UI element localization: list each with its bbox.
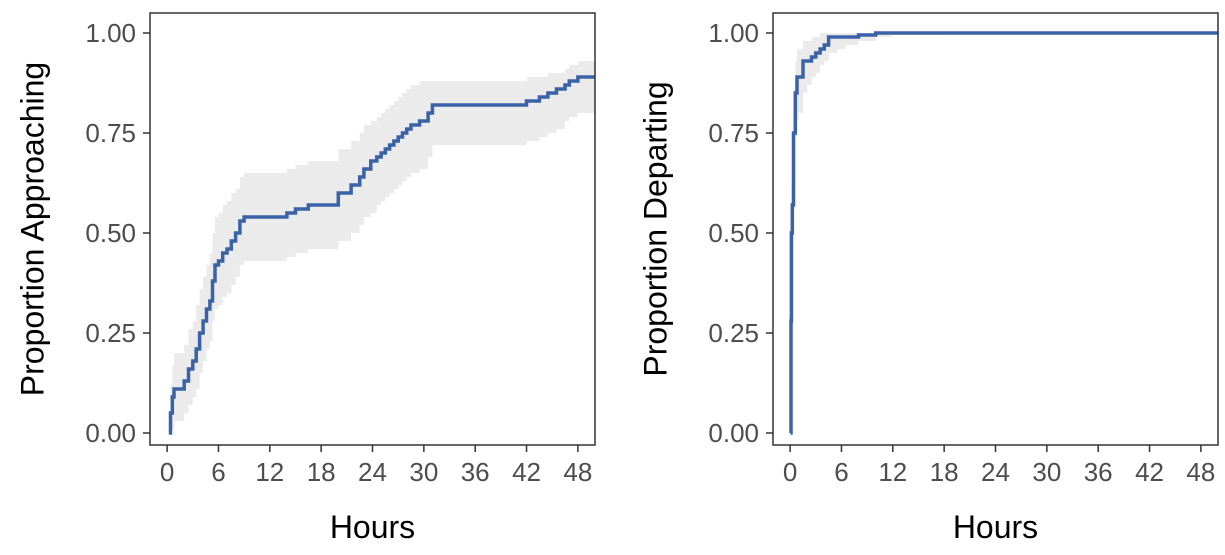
- series-line: [168, 75, 595, 435]
- confidence-band-area: [168, 61, 596, 433]
- x-tick-label: 6: [211, 457, 225, 487]
- x-tick-label: 12: [878, 457, 907, 487]
- y-tick-label: 0.75: [708, 118, 759, 148]
- y-tick-label: 0.00: [708, 418, 759, 448]
- x-tick-label: 30: [409, 457, 438, 487]
- x-tick-label: 0: [783, 457, 797, 487]
- series-line: [789, 31, 1218, 435]
- x-tick-label: 36: [461, 457, 490, 487]
- chart-panel-approaching: 0 6 12 18 24 30 36 42 48 0.00 0.25 0.50 0.75 1.00 Ho…: [14, 12, 596, 545]
- y-tick-label: 0.50: [708, 218, 759, 248]
- y-tick-label: 0.75: [85, 118, 136, 148]
- y-tick-label: 0.50: [85, 218, 136, 248]
- x-tick-label: 36: [1084, 457, 1113, 487]
- x-axis-ticks: 0 6 12 18 24 30 36 42 48: [783, 445, 1215, 487]
- x-tick-label: 30: [1032, 457, 1061, 487]
- y-tick-label: 0.00: [85, 418, 136, 448]
- x-tick-label: 42: [512, 457, 541, 487]
- x-tick-label: 18: [930, 457, 959, 487]
- y-tick-label: 0.25: [85, 318, 136, 348]
- y-tick-label: 0.25: [708, 318, 759, 348]
- x-tick-label: 0: [160, 457, 174, 487]
- y-axis-ticks: 0.00 0.25 0.50 0.75 1.00: [708, 18, 773, 448]
- x-tick-label: 48: [563, 457, 592, 487]
- x-tick-label: 18: [307, 457, 336, 487]
- x-tick-label: 24: [358, 457, 387, 487]
- y-tick-label: 1.00: [708, 18, 759, 48]
- y-axis-ticks: 0.00 0.25 0.50 0.75 1.00: [85, 18, 150, 448]
- x-axis-ticks: 0 6 12 18 24 30 36 42 48: [160, 445, 592, 487]
- chart-panel-departing: 0 6 12 18 24 30 36 42 48 0.00 0.25 0.50 0.75 1.00 Ho…: [637, 12, 1219, 545]
- x-axis-title: Hours: [953, 509, 1038, 545]
- step-line: [168, 75, 595, 435]
- confidence-band-area: [790, 33, 1218, 433]
- x-tick-label: 48: [1186, 457, 1215, 487]
- x-tick-label: 12: [255, 457, 284, 487]
- x-tick-label: 24: [981, 457, 1010, 487]
- x-axis-title: Hours: [330, 509, 415, 545]
- step-line: [789, 31, 1218, 435]
- y-axis-title: Proportion Departing: [637, 81, 673, 376]
- confidence-band: [790, 33, 1218, 433]
- plot-border: [772, 12, 1219, 446]
- confidence-band: [168, 61, 596, 433]
- x-tick-label: 42: [1135, 457, 1164, 487]
- y-axis-title: Proportion Approaching: [14, 62, 50, 396]
- x-tick-label: 6: [834, 457, 848, 487]
- y-tick-label: 1.00: [85, 18, 136, 48]
